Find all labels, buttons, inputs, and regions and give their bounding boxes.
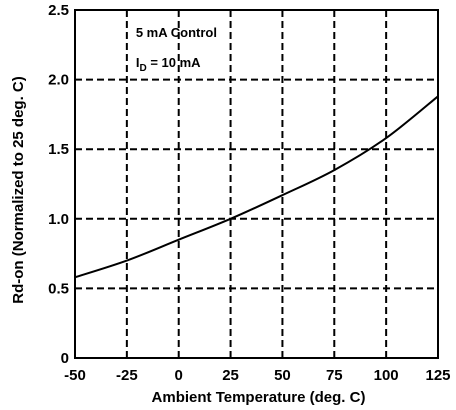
y-tick-label: 1.0 [48,211,69,228]
plot-frame [74,9,439,359]
series-line [74,95,439,279]
x-axis-title: Ambient Temperature (deg. C) [152,389,366,406]
annotation-id-value: = 10 mA [147,55,201,70]
x-tick-label: 50 [274,367,291,384]
y-tick-label: 1.5 [48,141,69,158]
x-tick-label: 25 [222,367,239,384]
y-tick-label: 2.5 [48,2,69,19]
x-tick-label: -25 [116,367,138,384]
x-tick-label: 0 [175,367,183,384]
y-axis-title: Rd-on (Normalized to 25 deg. C) [10,76,27,304]
x-tick-label: -50 [64,367,86,384]
y-tick-label: 0.5 [48,280,69,297]
y-tick-labels: 0 0.5 1.0 1.5 2.0 2.5 [48,2,69,367]
annotation-id-symbol: I [136,55,140,70]
grid-lines [75,10,438,358]
annotation-control: 5 mA Control [136,25,217,40]
annotation-id-subscript: D [139,63,146,74]
x-tick-labels: -50 -25 0 25 50 75 100 125 [64,367,450,384]
y-tick-label: 2.0 [48,72,69,89]
x-tick-label: 75 [326,367,343,384]
x-tick-label: 125 [425,367,450,384]
annotation-current: ID = 10 mA [136,55,201,74]
x-tick-label: 100 [374,367,399,384]
y-tick-label: 0 [61,350,69,367]
